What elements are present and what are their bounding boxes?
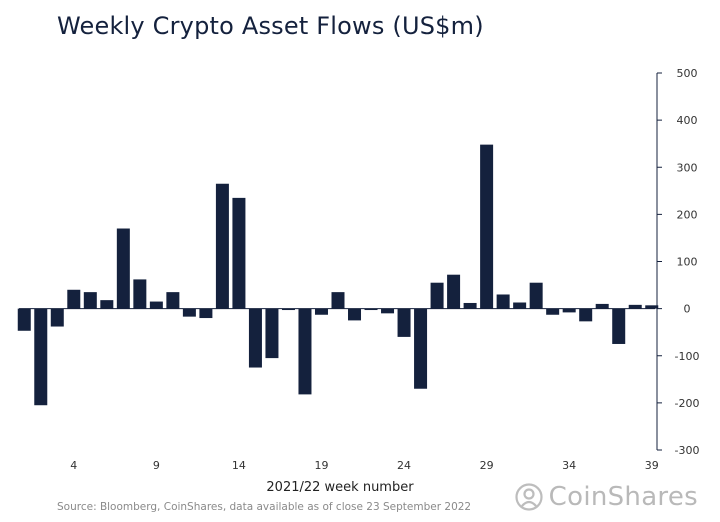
bar-week-24 — [397, 308, 411, 337]
bar-week-38 — [628, 304, 642, 309]
bar-week-2 — [34, 308, 48, 406]
bar-week-17 — [281, 308, 295, 311]
bar-week-7 — [116, 228, 130, 309]
y-tick-label: 300 — [677, 161, 698, 174]
y-tick-label: -300 — [675, 444, 700, 457]
brand-name: CoinShares — [548, 482, 698, 512]
bar-week-11 — [182, 308, 196, 317]
bar-week-33 — [546, 308, 560, 315]
bar-week-1 — [17, 308, 31, 331]
bar-week-31 — [513, 302, 527, 309]
bar-week-5 — [83, 292, 97, 309]
bar-week-36 — [595, 303, 609, 309]
x-tick-label: 39 — [645, 459, 659, 472]
bar-week-9 — [149, 301, 163, 309]
bar-week-6 — [100, 300, 114, 309]
bar-week-39 — [645, 305, 659, 309]
y-tick-label: 0 — [684, 303, 691, 316]
chart-title: Weekly Crypto Asset Flows (US$m) — [57, 12, 484, 40]
bar-week-34 — [562, 308, 576, 313]
coinshares-logo-icon — [515, 483, 543, 511]
bar-week-23 — [381, 308, 395, 314]
bar-week-3 — [50, 308, 64, 327]
bar-week-32 — [529, 282, 543, 309]
x-tick-label: 4 — [70, 459, 77, 472]
y-tick-label: 200 — [677, 208, 698, 221]
y-tick-label: 500 — [677, 67, 698, 80]
bar-week-10 — [166, 292, 180, 309]
x-tick-label: 19 — [314, 459, 328, 472]
y-tick-label: -200 — [675, 397, 700, 410]
x-tick-label: 14 — [232, 459, 246, 472]
x-tick-label: 9 — [153, 459, 160, 472]
bar-week-19 — [314, 308, 328, 315]
bar-week-8 — [133, 279, 147, 309]
bar-week-18 — [298, 308, 312, 395]
x-tick-label: 29 — [480, 459, 494, 472]
x-tick-label: 24 — [397, 459, 411, 472]
bar-week-16 — [265, 308, 279, 359]
y-tick-label: -100 — [675, 350, 700, 363]
bar-week-15 — [248, 308, 262, 368]
bar-week-26 — [430, 282, 444, 309]
brand-logo: CoinShares — [514, 482, 698, 512]
bar-week-27 — [447, 274, 461, 309]
y-tick-label: 400 — [677, 114, 698, 127]
y-tick-label: 100 — [677, 256, 698, 269]
bar-week-29 — [480, 144, 494, 309]
bar-week-28 — [463, 302, 477, 309]
bar-week-25 — [414, 308, 428, 389]
bar-week-35 — [579, 308, 593, 322]
bar-week-14 — [232, 197, 246, 309]
x-axis-label: 2021/22 week number — [266, 480, 414, 495]
bar-week-30 — [496, 294, 510, 309]
bar-week-12 — [199, 308, 213, 319]
bar-week-22 — [364, 308, 378, 311]
bar-week-13 — [215, 183, 229, 309]
x-tick-label: 34 — [562, 459, 576, 472]
bar-week-20 — [331, 292, 345, 309]
source-note: Source: Bloomberg, CoinShares, data avai… — [57, 501, 472, 513]
bar-week-4 — [67, 289, 81, 309]
bar-week-21 — [348, 308, 362, 321]
bar-week-37 — [612, 308, 626, 344]
